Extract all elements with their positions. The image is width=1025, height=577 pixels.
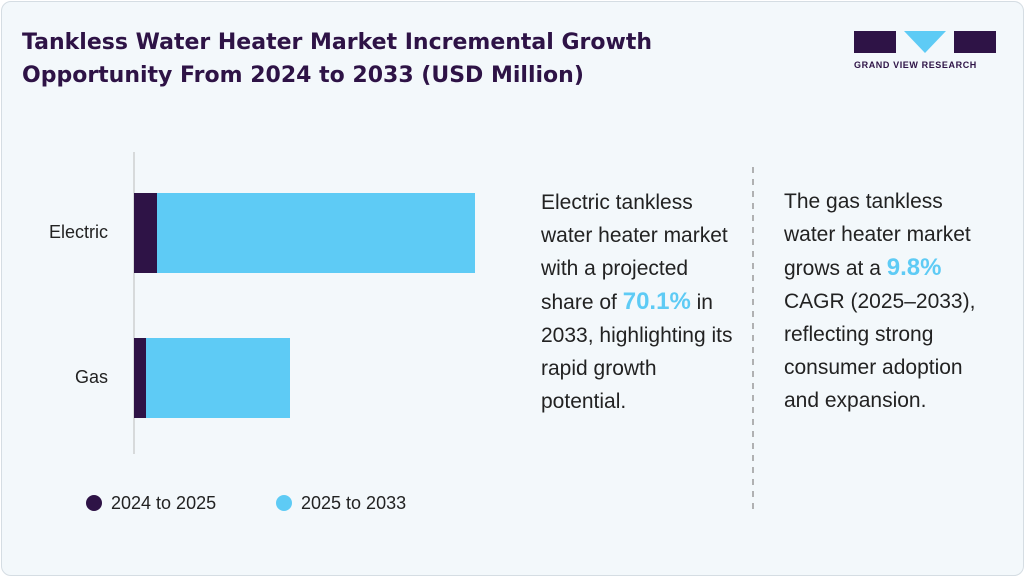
- logo-block: [954, 31, 996, 53]
- logo-block: [904, 31, 946, 53]
- legend-marker: [86, 495, 102, 511]
- annotation: The gas tankless water heater market gro…: [784, 185, 984, 417]
- annotation-highlight: 9.8%: [886, 254, 942, 281]
- bar-segment: [146, 338, 290, 418]
- bar-segment: [157, 193, 475, 273]
- legend-marker: [276, 495, 292, 511]
- legend-label: 2024 to 2025: [111, 493, 216, 513]
- annotation-text: CAGR (2025–2033), reflecting strong cons…: [784, 290, 976, 412]
- bar-segment: [134, 338, 146, 418]
- category-label: Electric: [49, 222, 108, 242]
- bar-segment: [134, 193, 157, 273]
- annotation-text: Electric tankless water heater market wi…: [541, 191, 728, 314]
- logo-text: GRAND VIEW RESEARCH: [854, 60, 977, 70]
- annotation: Electric tankless water heater market wi…: [541, 186, 741, 418]
- annotation-text: The gas tankless water heater market gro…: [784, 190, 971, 280]
- category-label: Gas: [75, 367, 108, 387]
- logo-block: [854, 31, 896, 53]
- annotation-text: in 2033, highlighting its rapid growth p…: [541, 291, 733, 413]
- legend-label: 2025 to 2033: [301, 493, 406, 513]
- title: Tankless Water Heater Market Incremental…: [22, 30, 652, 88]
- annotation-highlight: 70.1%: [622, 288, 691, 315]
